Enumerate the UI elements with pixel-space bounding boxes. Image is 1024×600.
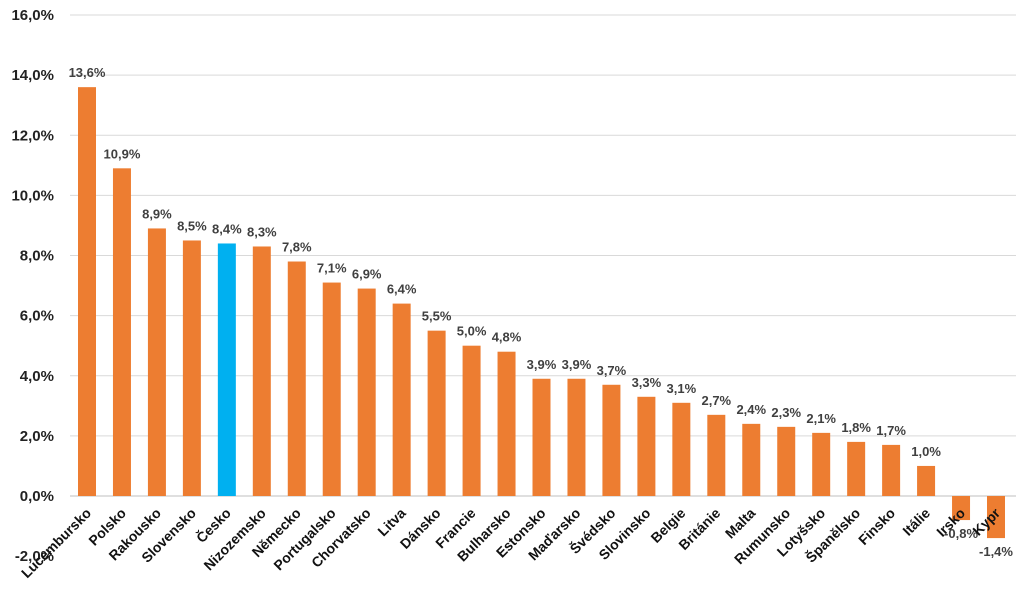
data-label: 8,9% (142, 206, 172, 221)
y-tick-label: 16,0% (11, 7, 54, 24)
bar (217, 243, 236, 496)
category-label: Itálie (899, 505, 933, 539)
data-label: 1,0% (911, 444, 941, 459)
data-label: 7,8% (282, 240, 312, 255)
bar (672, 402, 691, 496)
y-tick-label: 6,0% (20, 308, 54, 325)
bars (78, 87, 1005, 539)
y-tick-label: 14,0% (11, 67, 54, 84)
y-tick-label: 8,0% (20, 248, 54, 265)
data-labels: 13,6% 10,9% 8,9% 8,5% 8,4% 8,3% 7,8% 7,1% 6,9% 6,… (69, 65, 1014, 559)
y-axis-tick-labels: -2,0% 0,0% 2,0% 4,0% 6,0% 8,0% 10,0% 12,0% 14,0%… (11, 7, 54, 565)
bar (392, 303, 411, 496)
data-label: 6,9% (352, 267, 382, 282)
data-label: 13,6% (69, 65, 106, 80)
data-label: 4,8% (492, 330, 522, 345)
data-label: -1,4% (979, 544, 1013, 559)
data-label: 7,1% (317, 261, 347, 276)
bar (112, 168, 131, 496)
bar (847, 441, 866, 496)
bar (882, 444, 901, 496)
bar (777, 426, 796, 496)
data-label: 3,7% (597, 363, 627, 378)
bar (357, 288, 376, 496)
y-tick-label: 0,0% (20, 488, 54, 505)
bar (287, 261, 306, 496)
data-label: 1,7% (876, 423, 906, 438)
category-label: Finsko (855, 505, 898, 548)
bar (252, 246, 271, 496)
data-label: 3,3% (632, 375, 662, 390)
bar (497, 351, 516, 496)
category-label: Lucembursko (18, 505, 94, 581)
bar (532, 378, 551, 496)
data-label: 2,3% (771, 405, 801, 420)
category-labels: LucemburskoPolskoRakouskoSlovenskoČeskoN… (18, 504, 1004, 581)
data-label: 8,5% (177, 218, 207, 233)
y-tick-label: 4,0% (20, 368, 54, 385)
data-label: 6,4% (387, 282, 417, 297)
y-tick-label: 10,0% (11, 187, 54, 204)
bar (742, 423, 761, 496)
bar (637, 396, 656, 496)
bar (917, 465, 936, 496)
bar (462, 345, 481, 496)
bar (812, 432, 831, 496)
bar (182, 240, 201, 496)
data-label: 5,5% (422, 309, 452, 324)
bar (427, 330, 446, 496)
bar (567, 378, 586, 496)
data-label: 5,0% (457, 324, 487, 339)
bar (322, 282, 341, 496)
bar (602, 384, 621, 496)
data-label: 3,9% (562, 357, 592, 372)
data-label: 2,4% (736, 402, 766, 417)
bar (952, 496, 971, 521)
data-label: 3,1% (667, 381, 697, 396)
data-label: 1,8% (841, 420, 871, 435)
data-label: 10,9% (104, 146, 141, 161)
y-tick-label: 2,0% (20, 428, 54, 445)
y-tick-label: 12,0% (11, 127, 54, 144)
y-tick-label: -2,0% (15, 548, 54, 565)
data-label: 2,7% (701, 393, 731, 408)
data-label: 8,3% (247, 224, 277, 239)
bar (147, 228, 166, 496)
data-label: 8,4% (212, 221, 242, 236)
data-label: -0,8% (944, 526, 978, 541)
data-label: 3,9% (527, 357, 557, 372)
data-label: 2,1% (806, 411, 836, 426)
bar (987, 496, 1005, 539)
bar (78, 87, 96, 497)
bar (707, 414, 726, 496)
